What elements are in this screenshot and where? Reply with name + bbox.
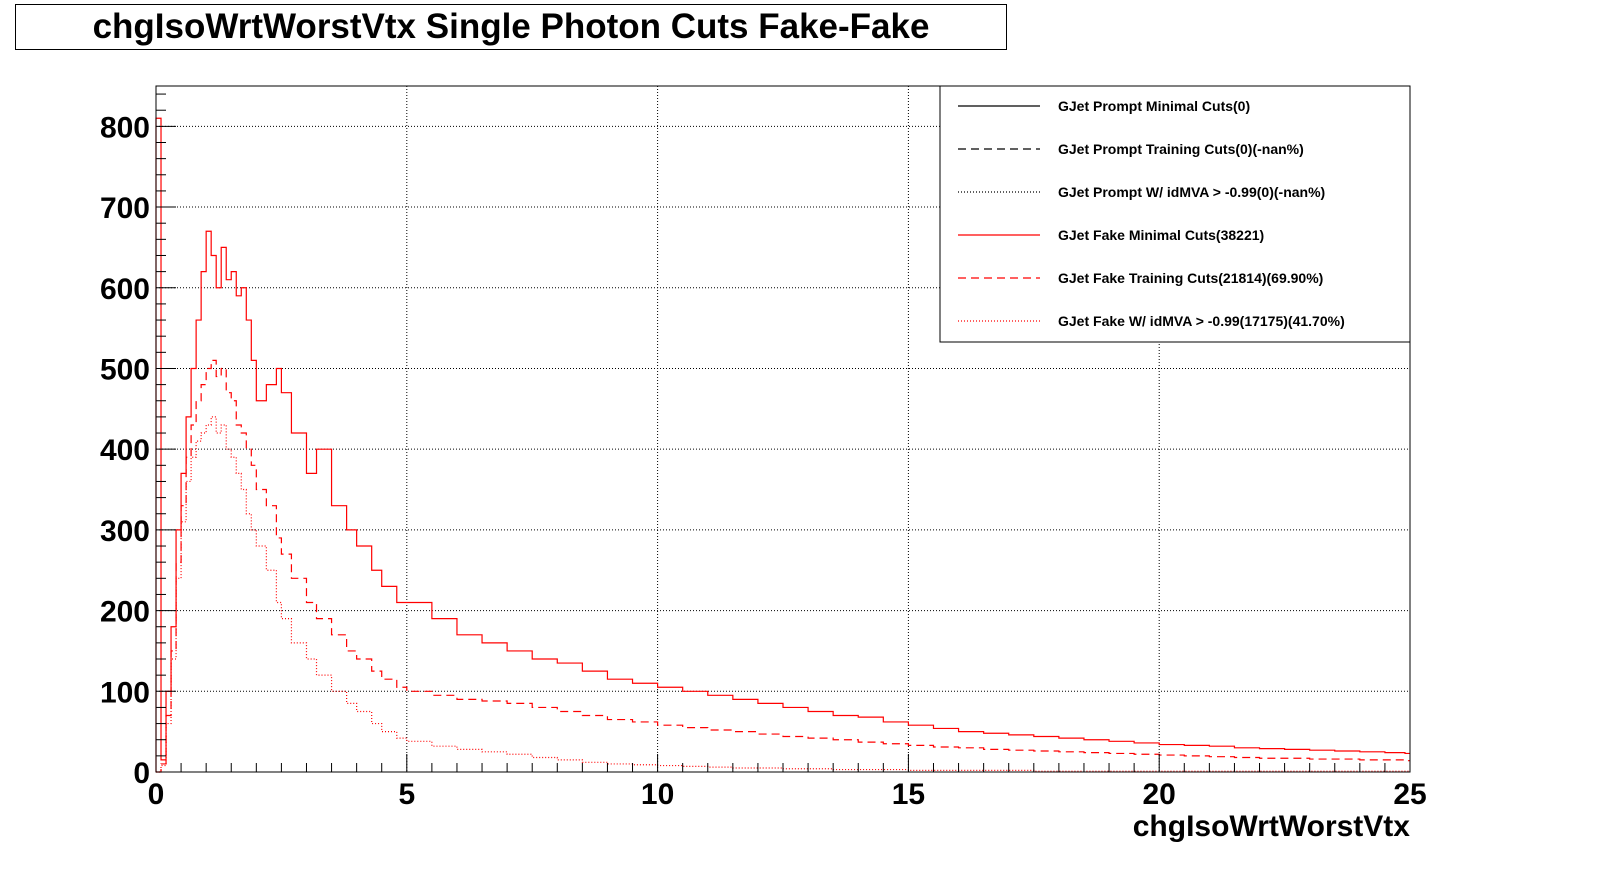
- legend-label-3: GJet Fake Minimal Cuts(38221): [1058, 227, 1264, 243]
- ticks-layer: 0 5 10 15 20 25 0 100 200 300 400 500 600 700 800: [100, 93, 1427, 811]
- legend-box: [939, 85, 1411, 343]
- legend-label-0: GJet Prompt Minimal Cuts(0): [1058, 98, 1250, 114]
- y-tick-label-100: 100: [100, 676, 150, 709]
- x-tick-label-5: 5: [398, 778, 415, 811]
- legend: GJet Prompt Minimal Cuts(0) GJet Prompt T…: [939, 85, 1411, 343]
- chart-title: chgIsoWrtWorstVtx Single Photon Cuts Fak…: [15, 4, 1007, 50]
- legend-label-4: GJet Fake Training Cuts(21814)(69.90%): [1058, 270, 1323, 286]
- series-layer: [155, 117, 1410, 773]
- legend-label-2: GJet Prompt W/ idMVA > -0.99(0)(-nan%): [1058, 184, 1325, 200]
- legend-label-5: GJet Fake W/ idMVA > -0.99(17175)(41.70%…: [1058, 313, 1345, 329]
- y-tick-label-800: 800: [100, 111, 150, 144]
- series-line-3: [155, 117, 1410, 772]
- x-tick-label-20: 20: [1143, 778, 1176, 811]
- x-axis-title: chgIsoWrtWorstVtx: [1133, 810, 1411, 843]
- y-tick-label-300: 300: [100, 515, 150, 548]
- y-tick-label-0: 0: [133, 757, 150, 790]
- series-line-5: [156, 416, 1410, 773]
- y-tick-label-500: 500: [100, 353, 150, 386]
- series-line-4: [156, 359, 1410, 773]
- x-tick-label-25: 25: [1393, 778, 1426, 811]
- x-tick-label-0: 0: [148, 778, 165, 811]
- y-tick-label-700: 700: [100, 192, 150, 225]
- x-tick-label-15: 15: [892, 778, 925, 811]
- y-tick-label-200: 200: [100, 596, 150, 629]
- legend-label-1: GJet Prompt Training Cuts(0)(-nan%): [1058, 141, 1304, 157]
- y-tick-label-400: 400: [100, 434, 150, 467]
- x-tick-label-10: 10: [641, 778, 674, 811]
- y-tick-label-600: 600: [100, 273, 150, 306]
